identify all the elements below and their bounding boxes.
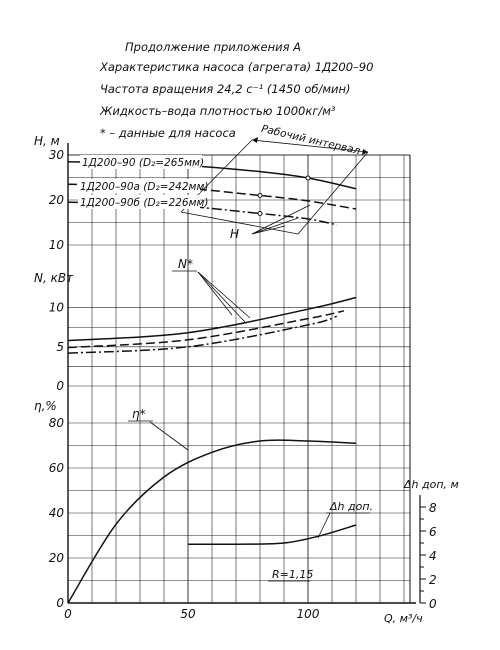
- npsh-tick-label: 6: [429, 525, 437, 539]
- header-line-rotation-speed: Частота вращения 24,2 с⁻¹ (1450 об/мин): [100, 82, 351, 96]
- power-leader-line: [197, 271, 233, 316]
- npsh-curve-label: Δh доп.: [329, 500, 373, 513]
- head-legend-label: 1Д200–90б (D₂=226мм): [80, 197, 209, 209]
- head-legend-backdrop: [80, 155, 202, 169]
- header-line-footnote: * – данные для насоса: [100, 126, 236, 140]
- head-tick-label: 10: [49, 238, 65, 252]
- npsh-tick-label: 2: [429, 573, 437, 587]
- header-line-liquid: Жидкость–вода плотностью 1000кг/м³: [100, 104, 336, 118]
- working-range-right-line: [297, 151, 369, 235]
- x-tick-label: 0: [64, 607, 72, 621]
- efficiency-leader-line: [149, 421, 189, 451]
- efficiency-tick-label: 0: [56, 596, 64, 610]
- working-range-bottom-line: [180, 211, 299, 235]
- head-operating-point: [257, 211, 263, 216]
- npsh-note-label: R=1,15: [272, 568, 313, 581]
- head-legend-backdrop: [78, 179, 200, 193]
- npsh-tick-label: 8: [429, 501, 437, 515]
- working-range-arrow-left: [252, 137, 258, 143]
- power-leader-line: [197, 271, 251, 319]
- npsh-leader-line: [317, 512, 331, 539]
- power-series-line-3: [67, 315, 338, 354]
- head-axis-label: H, м: [34, 134, 60, 148]
- npsh-axis-label: Δh доп, м: [403, 478, 459, 491]
- head-legend-backdrop: [78, 195, 200, 209]
- header-line-pump-characteristic: Характеристика насоса (агрегата) 1Д200–9…: [100, 60, 374, 74]
- power-tick-label: 10: [49, 301, 65, 315]
- head-operating-point: [305, 175, 311, 181]
- efficiency-tick-label: 80: [49, 416, 65, 430]
- efficiency-curve-label: η*: [132, 407, 146, 421]
- x-tick-label: 50: [180, 607, 196, 621]
- power-tick-label: 5: [56, 340, 64, 354]
- head-operating-point: [257, 193, 263, 198]
- npsh-tick-label: 0: [429, 597, 437, 611]
- efficiency-series-line-1: [67, 439, 357, 604]
- head-tick-label: 30: [49, 148, 65, 162]
- head-leader-line: [251, 217, 299, 235]
- working-range-label: Рабочий интервал: [260, 123, 362, 158]
- efficiency-axis-label: η,%: [34, 399, 57, 413]
- power-tick-label: 0: [56, 379, 64, 393]
- header-line-continuation: Продолжение приложения А: [125, 40, 302, 54]
- npsh-series-line-1: [187, 524, 357, 546]
- x-tick-label: 100: [297, 607, 320, 621]
- x-axis-label: Q, м³/ч: [384, 612, 423, 625]
- working-range-top-line: [251, 139, 369, 153]
- head-curve-label: H: [230, 227, 239, 241]
- head-leader-line: [251, 204, 311, 235]
- efficiency-tick-label: 20: [49, 551, 65, 565]
- efficiency-tick-label: 60: [49, 461, 65, 475]
- power-leader-line: [197, 271, 246, 323]
- head-leader-line: [251, 225, 286, 235]
- efficiency-tick-label: 40: [49, 506, 65, 520]
- power-axis-label: N, кВт: [34, 271, 74, 285]
- head-tick-label: 20: [49, 193, 65, 207]
- head-legend-label: 1Д200–90 (D₂=265мм): [82, 157, 204, 169]
- power-curve-label: N*: [178, 257, 193, 271]
- head-legend-label: 1Д200–90а (D₂=242мм): [80, 181, 208, 193]
- power-series-line-2: [67, 310, 345, 349]
- npsh-tick-label: 4: [429, 549, 437, 563]
- working-range-arrow-right: [362, 149, 368, 155]
- power-series-line-1: [67, 296, 357, 342]
